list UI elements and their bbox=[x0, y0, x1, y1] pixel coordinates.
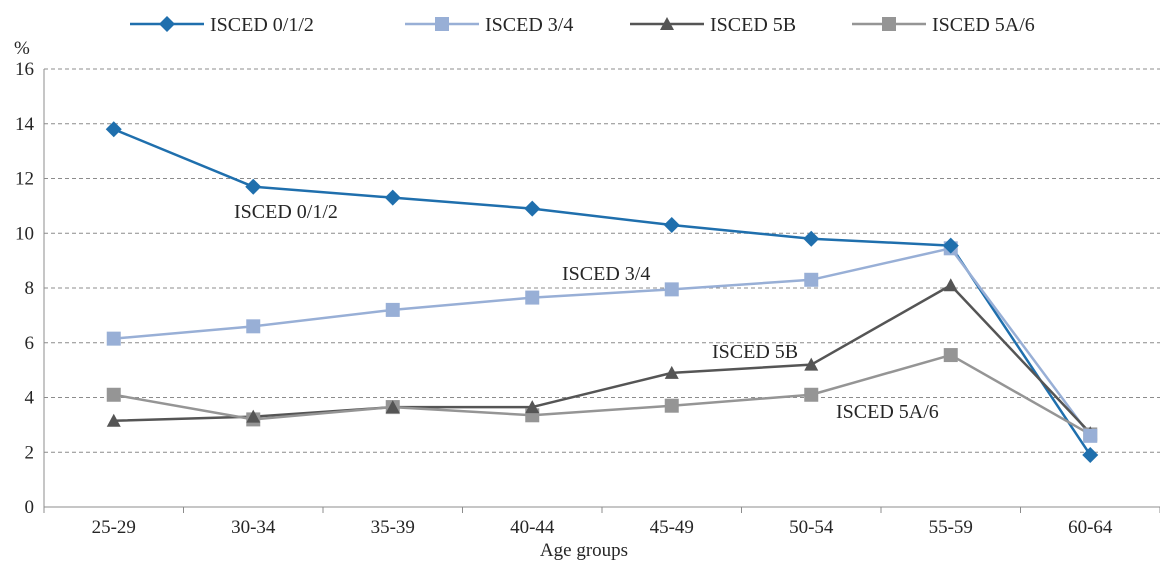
x-tick-label: 40-44 bbox=[510, 517, 555, 538]
legend-marker bbox=[435, 17, 449, 31]
data-point-marker bbox=[804, 387, 819, 402]
series-markers bbox=[105, 121, 1099, 463]
x-tick-label: 60-64 bbox=[1068, 517, 1113, 538]
series-annotation: ISCED 0/1/2 bbox=[234, 201, 338, 223]
legend-marker bbox=[660, 17, 674, 30]
series-annotation: ISCED 5B bbox=[712, 341, 798, 363]
data-point-marker bbox=[664, 282, 679, 297]
series-annotations: ISCED 0/1/2 ISCED 3/4 ISCED 5B ISCED 5A/6 bbox=[234, 201, 939, 423]
y-tick-label: 12 bbox=[15, 169, 34, 190]
data-point-marker bbox=[804, 272, 819, 287]
series-line-2 bbox=[113, 284, 1092, 434]
y-tick-label: 14 bbox=[15, 114, 35, 135]
series-annotation: ISCED 5A/6 bbox=[836, 401, 939, 423]
data-point-marker bbox=[1083, 428, 1098, 443]
x-tick-label: 30-34 bbox=[231, 517, 276, 538]
series-line-0 bbox=[113, 128, 1092, 456]
data-point-marker bbox=[245, 178, 262, 195]
data-point-marker bbox=[385, 400, 400, 414]
legend: ISCED 0/1/2 ISCED 3/4 ISCED 5B ISCED 5A/6 bbox=[130, 14, 1035, 36]
x-tick-label: 55-59 bbox=[929, 517, 973, 538]
data-point-marker bbox=[804, 357, 819, 371]
legend-label: ISCED 0/1/2 bbox=[210, 14, 314, 36]
data-point-marker bbox=[106, 331, 121, 346]
x-axis-title: Age groups bbox=[540, 540, 628, 561]
data-point-marker bbox=[525, 400, 540, 414]
series-line-3 bbox=[113, 353, 1091, 436]
data-point-marker bbox=[1082, 446, 1099, 463]
data-point-marker bbox=[943, 278, 958, 292]
x-tick-label: 45-49 bbox=[650, 517, 694, 538]
data-point-marker bbox=[384, 189, 401, 206]
x-tick-label: 50-54 bbox=[789, 517, 834, 538]
y-tick-label: 0 bbox=[25, 497, 35, 518]
legend-label: ISCED 5A/6 bbox=[932, 14, 1035, 36]
data-point-marker bbox=[106, 413, 121, 427]
gridlines bbox=[44, 68, 1160, 453]
data-point-marker bbox=[105, 121, 122, 138]
axes: 0 2 4 6 8 10 12 14 16 25-29 30-34 35-39 40-44 45-49 50… bbox=[15, 59, 1160, 538]
y-tick-label: 2 bbox=[25, 442, 35, 463]
data-point-marker bbox=[942, 237, 959, 254]
y-tick-label: 8 bbox=[25, 278, 35, 299]
y-tick-label: 6 bbox=[25, 333, 35, 354]
data-point-marker bbox=[246, 409, 261, 423]
data-point-marker bbox=[663, 217, 680, 234]
y-tick-label: 10 bbox=[15, 223, 34, 244]
y-tick-label: 16 bbox=[15, 59, 34, 80]
data-point-marker bbox=[385, 302, 400, 317]
x-tick-label: 35-39 bbox=[371, 517, 415, 538]
data-point-marker bbox=[803, 230, 820, 247]
legend-marker bbox=[159, 16, 175, 32]
data-point-marker bbox=[525, 290, 540, 305]
legend-label: ISCED 5B bbox=[710, 14, 796, 36]
data-point-marker bbox=[664, 398, 679, 413]
legend-marker bbox=[882, 17, 896, 31]
legend-label: ISCED 3/4 bbox=[485, 14, 573, 36]
y-axis-title: % bbox=[14, 38, 30, 59]
y-tick-label: 4 bbox=[25, 388, 35, 409]
x-tick-label: 25-29 bbox=[92, 517, 136, 538]
series-lines bbox=[113, 128, 1092, 456]
data-point-marker bbox=[524, 200, 541, 217]
series-annotation: ISCED 3/4 bbox=[562, 263, 650, 285]
data-point-marker bbox=[943, 348, 958, 363]
data-point-marker bbox=[106, 387, 121, 402]
series-line-1 bbox=[113, 247, 1092, 437]
data-point-marker bbox=[246, 319, 261, 334]
data-point-marker bbox=[664, 365, 679, 379]
